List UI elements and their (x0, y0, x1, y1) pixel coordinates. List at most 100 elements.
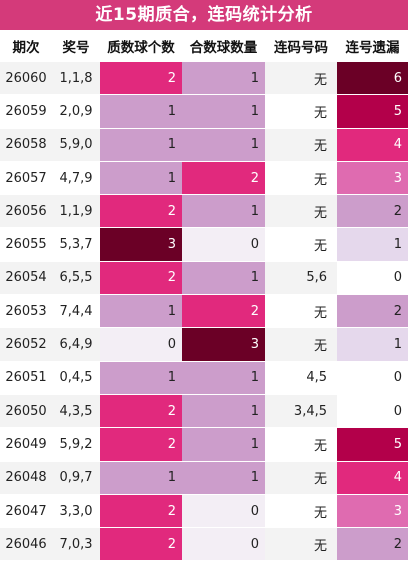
consecutive-omission-cell: 4 (337, 461, 408, 495)
consecutive-omission-cell: 0 (337, 394, 408, 429)
prime-count-cell: 3 (100, 227, 182, 262)
composite-count-cell: 1 (182, 94, 265, 129)
prime-count-cell: 2 (100, 261, 182, 296)
consecutive-numbers-cell: 无 (265, 62, 337, 96)
composite-count-cell: 1 (182, 361, 265, 395)
composite-count-cell: 0 (182, 527, 265, 562)
prime-count-cell: 1 (100, 461, 182, 495)
header-composite-count: 合数球数量 (182, 30, 265, 62)
header-period: 期次 (0, 30, 52, 62)
table-row: 26049 5,9,2 2 1 无 5 (0, 427, 408, 462)
award-numbers-cell: 0,4,5 (52, 361, 100, 395)
prime-count-cell: 2 (100, 194, 182, 229)
header-consecutive-omission: 连号遗漏 (337, 30, 408, 62)
table-row: 26060 1,1,8 2 1 无 6 (0, 62, 408, 96)
consecutive-numbers-cell: 无 (265, 461, 337, 495)
composite-count-cell: 1 (182, 128, 265, 162)
period-cell: 26050 (0, 394, 52, 429)
prime-count-cell: 0 (100, 327, 182, 362)
period-cell: 26057 (0, 161, 52, 196)
consecutive-numbers-cell: 无 (265, 294, 337, 329)
period-cell: 26059 (0, 94, 52, 129)
award-numbers-cell: 1,1,8 (52, 62, 100, 96)
consecutive-omission-cell: 6 (337, 62, 408, 96)
award-numbers-cell: 0,9,7 (52, 461, 100, 495)
composite-count-cell: 1 (182, 194, 265, 229)
period-cell: 26056 (0, 194, 52, 229)
table-row: 26057 4,7,9 1 2 无 3 (0, 161, 408, 196)
table-row: 26055 5,3,7 3 0 无 1 (0, 227, 408, 262)
consecutive-numbers-cell: 无 (265, 227, 337, 262)
composite-count-cell: 1 (182, 62, 265, 96)
consecutive-numbers-cell: 无 (265, 128, 337, 162)
header-award: 奖号 (52, 30, 100, 62)
header-consecutive-numbers: 连码号码 (265, 30, 337, 62)
table-row: 26054 6,5,5 2 1 5,6 0 (0, 261, 408, 296)
table-row: 26053 7,4,4 1 2 无 2 (0, 294, 408, 329)
composite-count-cell: 0 (182, 227, 265, 262)
composite-count-cell: 1 (182, 427, 265, 462)
table-row: 26048 0,9,7 1 1 无 4 (0, 461, 408, 495)
composite-count-cell: 3 (182, 327, 265, 362)
prime-count-cell: 2 (100, 427, 182, 462)
consecutive-omission-cell: 3 (337, 494, 408, 529)
header-row: 期次 奖号 质数球个数 合数球数量 连码号码 连号遗漏 (0, 30, 408, 62)
period-cell: 26052 (0, 327, 52, 362)
award-numbers-cell: 4,3,5 (52, 394, 100, 429)
table-row: 26058 5,9,0 1 1 无 4 (0, 128, 408, 162)
table-row: 26051 0,4,5 1 1 4,5 0 (0, 361, 408, 395)
consecutive-numbers-cell: 无 (265, 527, 337, 562)
award-numbers-cell: 5,9,2 (52, 427, 100, 462)
consecutive-numbers-cell: 4,5 (265, 361, 337, 395)
consecutive-numbers-cell: 无 (265, 327, 337, 362)
table-row: 26052 6,4,9 0 3 无 1 (0, 327, 408, 362)
period-cell: 26051 (0, 361, 52, 395)
award-numbers-cell: 4,7,9 (52, 161, 100, 196)
table-row: 26050 4,3,5 2 1 3,4,5 0 (0, 394, 408, 429)
table-body: 26060 1,1,8 2 1 无 6 26059 2,0,9 1 1 无 5 26058 5,9,0 1 1… (0, 62, 408, 562)
award-numbers-cell: 2,0,9 (52, 94, 100, 129)
consecutive-omission-cell: 5 (337, 427, 408, 462)
table-header: 期次 奖号 质数球个数 合数球数量 连码号码 连号遗漏 (0, 30, 408, 62)
page-title: 近15期质合，连码统计分析 (0, 0, 408, 30)
consecutive-numbers-cell: 无 (265, 194, 337, 229)
table-row: 26059 2,0,9 1 1 无 5 (0, 94, 408, 129)
consecutive-omission-cell: 2 (337, 194, 408, 229)
composite-count-cell: 1 (182, 261, 265, 296)
consecutive-numbers-cell: 无 (265, 427, 337, 462)
composite-count-cell: 1 (182, 394, 265, 429)
consecutive-omission-cell: 1 (337, 327, 408, 362)
period-cell: 26047 (0, 494, 52, 529)
consecutive-omission-cell: 2 (337, 294, 408, 329)
consecutive-numbers-cell: 无 (265, 494, 337, 529)
period-cell: 26058 (0, 128, 52, 162)
period-cell: 26046 (0, 527, 52, 562)
prime-count-cell: 1 (100, 294, 182, 329)
consecutive-omission-cell: 0 (337, 261, 408, 296)
award-numbers-cell: 1,1,9 (52, 194, 100, 229)
consecutive-numbers-cell: 3,4,5 (265, 394, 337, 429)
consecutive-numbers-cell: 无 (265, 94, 337, 129)
prime-count-cell: 1 (100, 361, 182, 395)
composite-count-cell: 2 (182, 161, 265, 196)
composite-count-cell: 1 (182, 461, 265, 495)
period-cell: 26049 (0, 427, 52, 462)
table-row: 26046 7,0,3 2 0 无 2 (0, 527, 408, 562)
table-row: 26047 3,3,0 2 0 无 3 (0, 494, 408, 529)
header-prime-count: 质数球个数 (100, 30, 182, 62)
period-cell: 26055 (0, 227, 52, 262)
consecutive-omission-cell: 0 (337, 361, 408, 395)
consecutive-omission-cell: 4 (337, 128, 408, 162)
award-numbers-cell: 7,4,4 (52, 294, 100, 329)
prime-count-cell: 1 (100, 128, 182, 162)
consecutive-omission-cell: 3 (337, 161, 408, 196)
prime-count-cell: 2 (100, 394, 182, 429)
consecutive-omission-cell: 2 (337, 527, 408, 562)
award-numbers-cell: 3,3,0 (52, 494, 100, 529)
prime-count-cell: 1 (100, 94, 182, 129)
composite-count-cell: 0 (182, 494, 265, 529)
consecutive-numbers-cell: 5,6 (265, 261, 337, 296)
stats-table: 期次 奖号 质数球个数 合数球数量 连码号码 连号遗漏 26060 1,1,8 2 1… (0, 30, 408, 562)
period-cell: 26048 (0, 461, 52, 495)
